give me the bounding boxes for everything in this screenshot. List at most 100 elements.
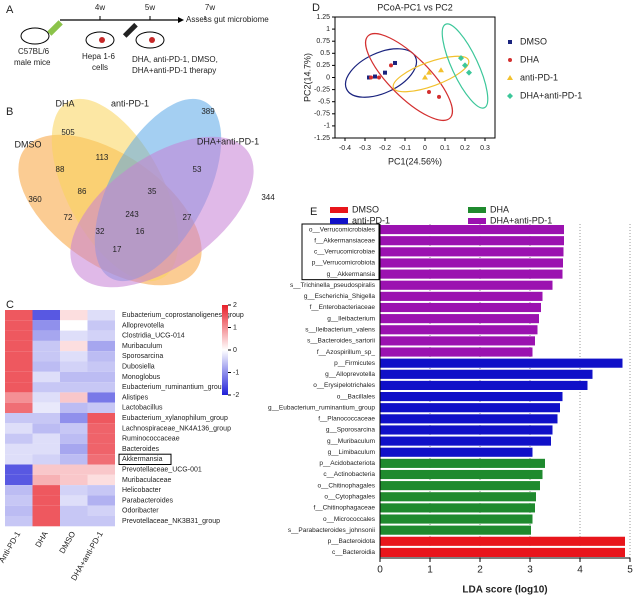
bar xyxy=(380,503,535,513)
bar xyxy=(380,280,553,290)
heat-cell xyxy=(5,443,33,455)
heat-cell xyxy=(60,474,88,486)
bar-label: g__Ileibacterium xyxy=(327,315,375,322)
region-count: 88 xyxy=(56,165,65,174)
heat-cell xyxy=(60,310,88,321)
heat-cell xyxy=(87,464,115,475)
heat-cell xyxy=(87,474,115,486)
legend-label: DHA+anti-PD-1 xyxy=(520,90,582,100)
bar xyxy=(380,269,563,279)
row-label: Monoglobus xyxy=(122,374,161,381)
heat-cell xyxy=(32,443,60,455)
heat-cell xyxy=(87,351,115,362)
region-count: 389 xyxy=(201,107,215,116)
heat-cell xyxy=(5,413,33,424)
legend-label: anti-PD-1 xyxy=(520,72,558,82)
bar xyxy=(380,236,564,246)
week-label: 5w xyxy=(145,3,155,12)
bar xyxy=(380,247,564,257)
heat-cell xyxy=(60,485,88,496)
week-label: 7w xyxy=(205,3,215,12)
region-count: 113 xyxy=(96,153,109,162)
legend-marker xyxy=(508,58,512,62)
heat-cell xyxy=(87,392,115,403)
heat-cell xyxy=(32,351,60,362)
bar-label: o__Bacillales xyxy=(337,393,376,400)
heat-cell xyxy=(87,505,115,516)
confidence-ellipse xyxy=(365,33,453,121)
bar xyxy=(380,547,625,557)
heat-cell xyxy=(32,505,60,516)
region-count: 32 xyxy=(96,227,105,236)
x-axis-label: LDA score (log10) xyxy=(462,585,547,596)
row-label: Sporosarcina xyxy=(122,353,163,360)
heat-cell xyxy=(5,474,33,486)
heat-cell xyxy=(5,433,33,444)
heat-cell xyxy=(32,464,60,475)
confidence-ellipse xyxy=(441,23,489,109)
bar-label: g__Limibaculum xyxy=(328,449,375,456)
bar-label: s__Trichinella_pseudospiralis xyxy=(290,282,376,289)
legend-label: DHA xyxy=(520,54,539,64)
point xyxy=(458,55,464,62)
heat-cell xyxy=(32,402,60,413)
heat-cell xyxy=(32,413,60,424)
legend-marker xyxy=(507,93,513,99)
heat-cell xyxy=(60,454,88,465)
cells-label: Hepa 1-6 xyxy=(82,52,115,61)
x-axis-label: PC1(24.56%) xyxy=(388,156,442,166)
bar-label: p__Bacteroidota xyxy=(328,538,376,545)
heat-cell xyxy=(60,330,88,341)
bar xyxy=(380,414,558,424)
point xyxy=(426,69,432,75)
heat-cell xyxy=(32,320,60,331)
bar-label: g__Akkermansia xyxy=(327,271,376,278)
bar xyxy=(380,336,535,346)
column-label: DMSO xyxy=(58,530,78,555)
row-label: Dubosiella xyxy=(122,363,155,370)
y-tick-label: -0.5 xyxy=(318,99,330,106)
point xyxy=(462,62,468,69)
colorbar-label: 1 xyxy=(233,324,237,331)
x-tick-label: 0.1 xyxy=(440,145,450,152)
bar xyxy=(380,225,564,235)
highlight-box xyxy=(118,453,172,466)
heat-cell xyxy=(32,371,60,383)
row-label: Akkermansia xyxy=(122,456,163,463)
heat-cell xyxy=(32,495,60,506)
bar-label: g__Alloprevotella xyxy=(325,371,375,378)
heat-cell xyxy=(32,330,60,341)
y-tick-label: 0.25 xyxy=(316,62,330,69)
heat-cell xyxy=(87,443,115,455)
heat-cell xyxy=(87,454,115,465)
bar xyxy=(380,302,541,313)
bar xyxy=(380,291,543,301)
panel-label: C xyxy=(6,299,14,311)
row-label: Muribaculum xyxy=(122,343,162,350)
bar-label: o__Micrococcales xyxy=(323,516,376,523)
heat-cell xyxy=(5,351,33,362)
point xyxy=(377,75,381,80)
chart-title: PCoA-PC1 vs PC2 xyxy=(377,2,453,12)
row-label: Eubacterium_coprostanoligenes_group xyxy=(122,312,244,319)
heat-cell xyxy=(60,505,88,516)
point xyxy=(438,67,444,73)
mice-label: C57BL/6 xyxy=(18,47,50,56)
column-label: Anti-PD-1 xyxy=(0,529,23,564)
heat-cell xyxy=(60,351,88,362)
bar xyxy=(380,369,593,379)
heat-cell xyxy=(5,485,33,496)
set-label: DMSO xyxy=(15,139,42,149)
bar xyxy=(380,358,623,368)
heat-cell xyxy=(5,454,33,465)
bar-label: p__Firmicutes xyxy=(334,360,376,367)
heat-cell xyxy=(5,516,33,527)
bar-label: p__Acidobacteriota xyxy=(319,460,375,467)
row-label: Eubacterium_ruminantium_group xyxy=(122,384,226,391)
heat-cell xyxy=(60,443,88,455)
heat-cell xyxy=(5,340,33,352)
colorbar-label: -1 xyxy=(233,369,239,376)
row-label: Prevotellaceae_NK3B31_group xyxy=(122,518,220,525)
legend-marker xyxy=(507,75,513,80)
heat-cell xyxy=(87,485,115,496)
